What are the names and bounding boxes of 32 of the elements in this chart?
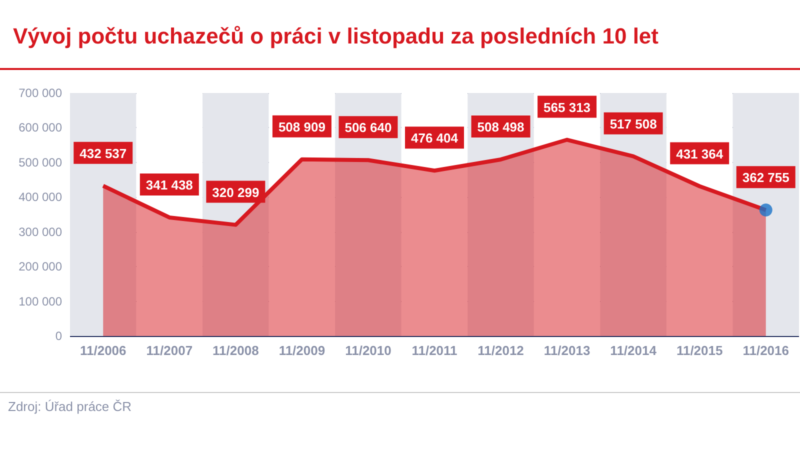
- x-tick-label: 11/2013: [544, 343, 590, 358]
- data-label: 508 909: [278, 119, 326, 134]
- x-tick-label: 11/2015: [676, 343, 723, 358]
- data-label: 508 498: [477, 119, 524, 134]
- x-tick-label: 11/2010: [345, 343, 392, 358]
- data-label: 320 299: [212, 184, 260, 200]
- data-label: 476 404: [411, 130, 459, 146]
- text: Zdroj: Úřad práce ČR: [8, 399, 132, 414]
- data-label: 432 537: [80, 146, 127, 161]
- x-tick-label: 11/2014: [610, 343, 658, 358]
- y-tick-label: 500 000: [18, 155, 62, 170]
- y-tick-label: 100 000: [18, 294, 62, 308]
- x-tick-label: 11/2016: [742, 343, 790, 358]
- data-label: 565 313: [544, 100, 591, 115]
- x-tick-label: 11/2008: [212, 343, 259, 358]
- data-label: 517 508: [610, 116, 657, 132]
- data-label: 506 640: [344, 120, 392, 136]
- data-label: 341 438: [146, 177, 193, 192]
- x-tick-label: 11/2012: [478, 343, 524, 358]
- y-tick-label: 0: [55, 329, 62, 343]
- y-tick-label: 600 000: [18, 120, 62, 135]
- x-tick-label: 11/2009: [278, 343, 326, 358]
- y-tick-label: 400 000: [18, 190, 62, 204]
- chart-title: Vývoj počtu uchazečů o práci v listopadu za posledních 10 let: [13, 24, 660, 48]
- data-label: 362 755: [742, 170, 790, 186]
- y-tick-label: 700 000: [18, 86, 62, 100]
- x-tick-label: 11/2011: [412, 343, 458, 358]
- x-tick-label: 11/2006: [80, 343, 126, 358]
- x-tick-label: 11/2007: [146, 343, 193, 358]
- data-label: 431 364: [676, 146, 724, 162]
- y-tick-label: 200 000: [18, 260, 62, 274]
- y-tick-label: 300 000: [18, 224, 62, 239]
